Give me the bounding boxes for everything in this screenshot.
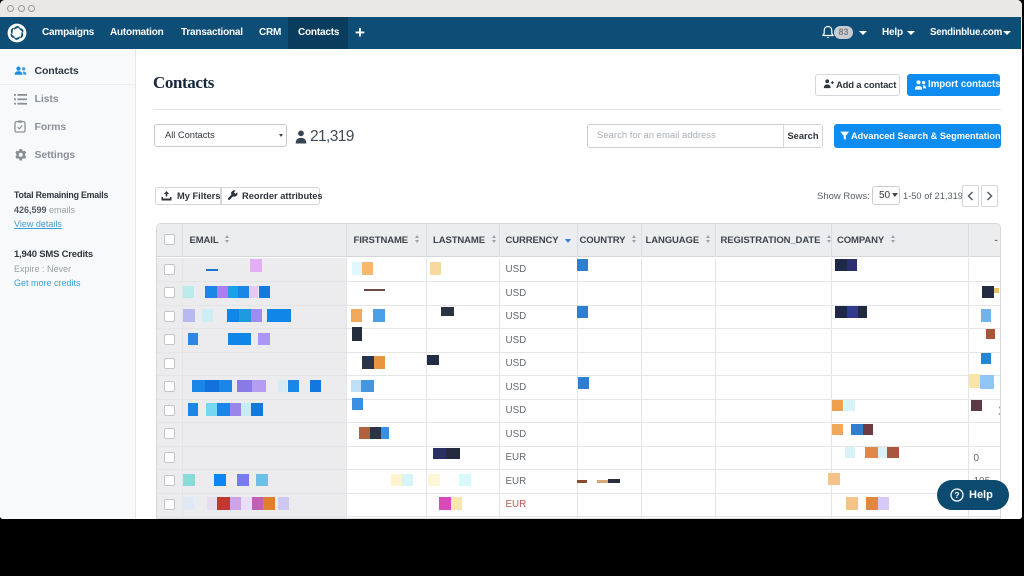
svg-text:?: ? [954,490,959,500]
